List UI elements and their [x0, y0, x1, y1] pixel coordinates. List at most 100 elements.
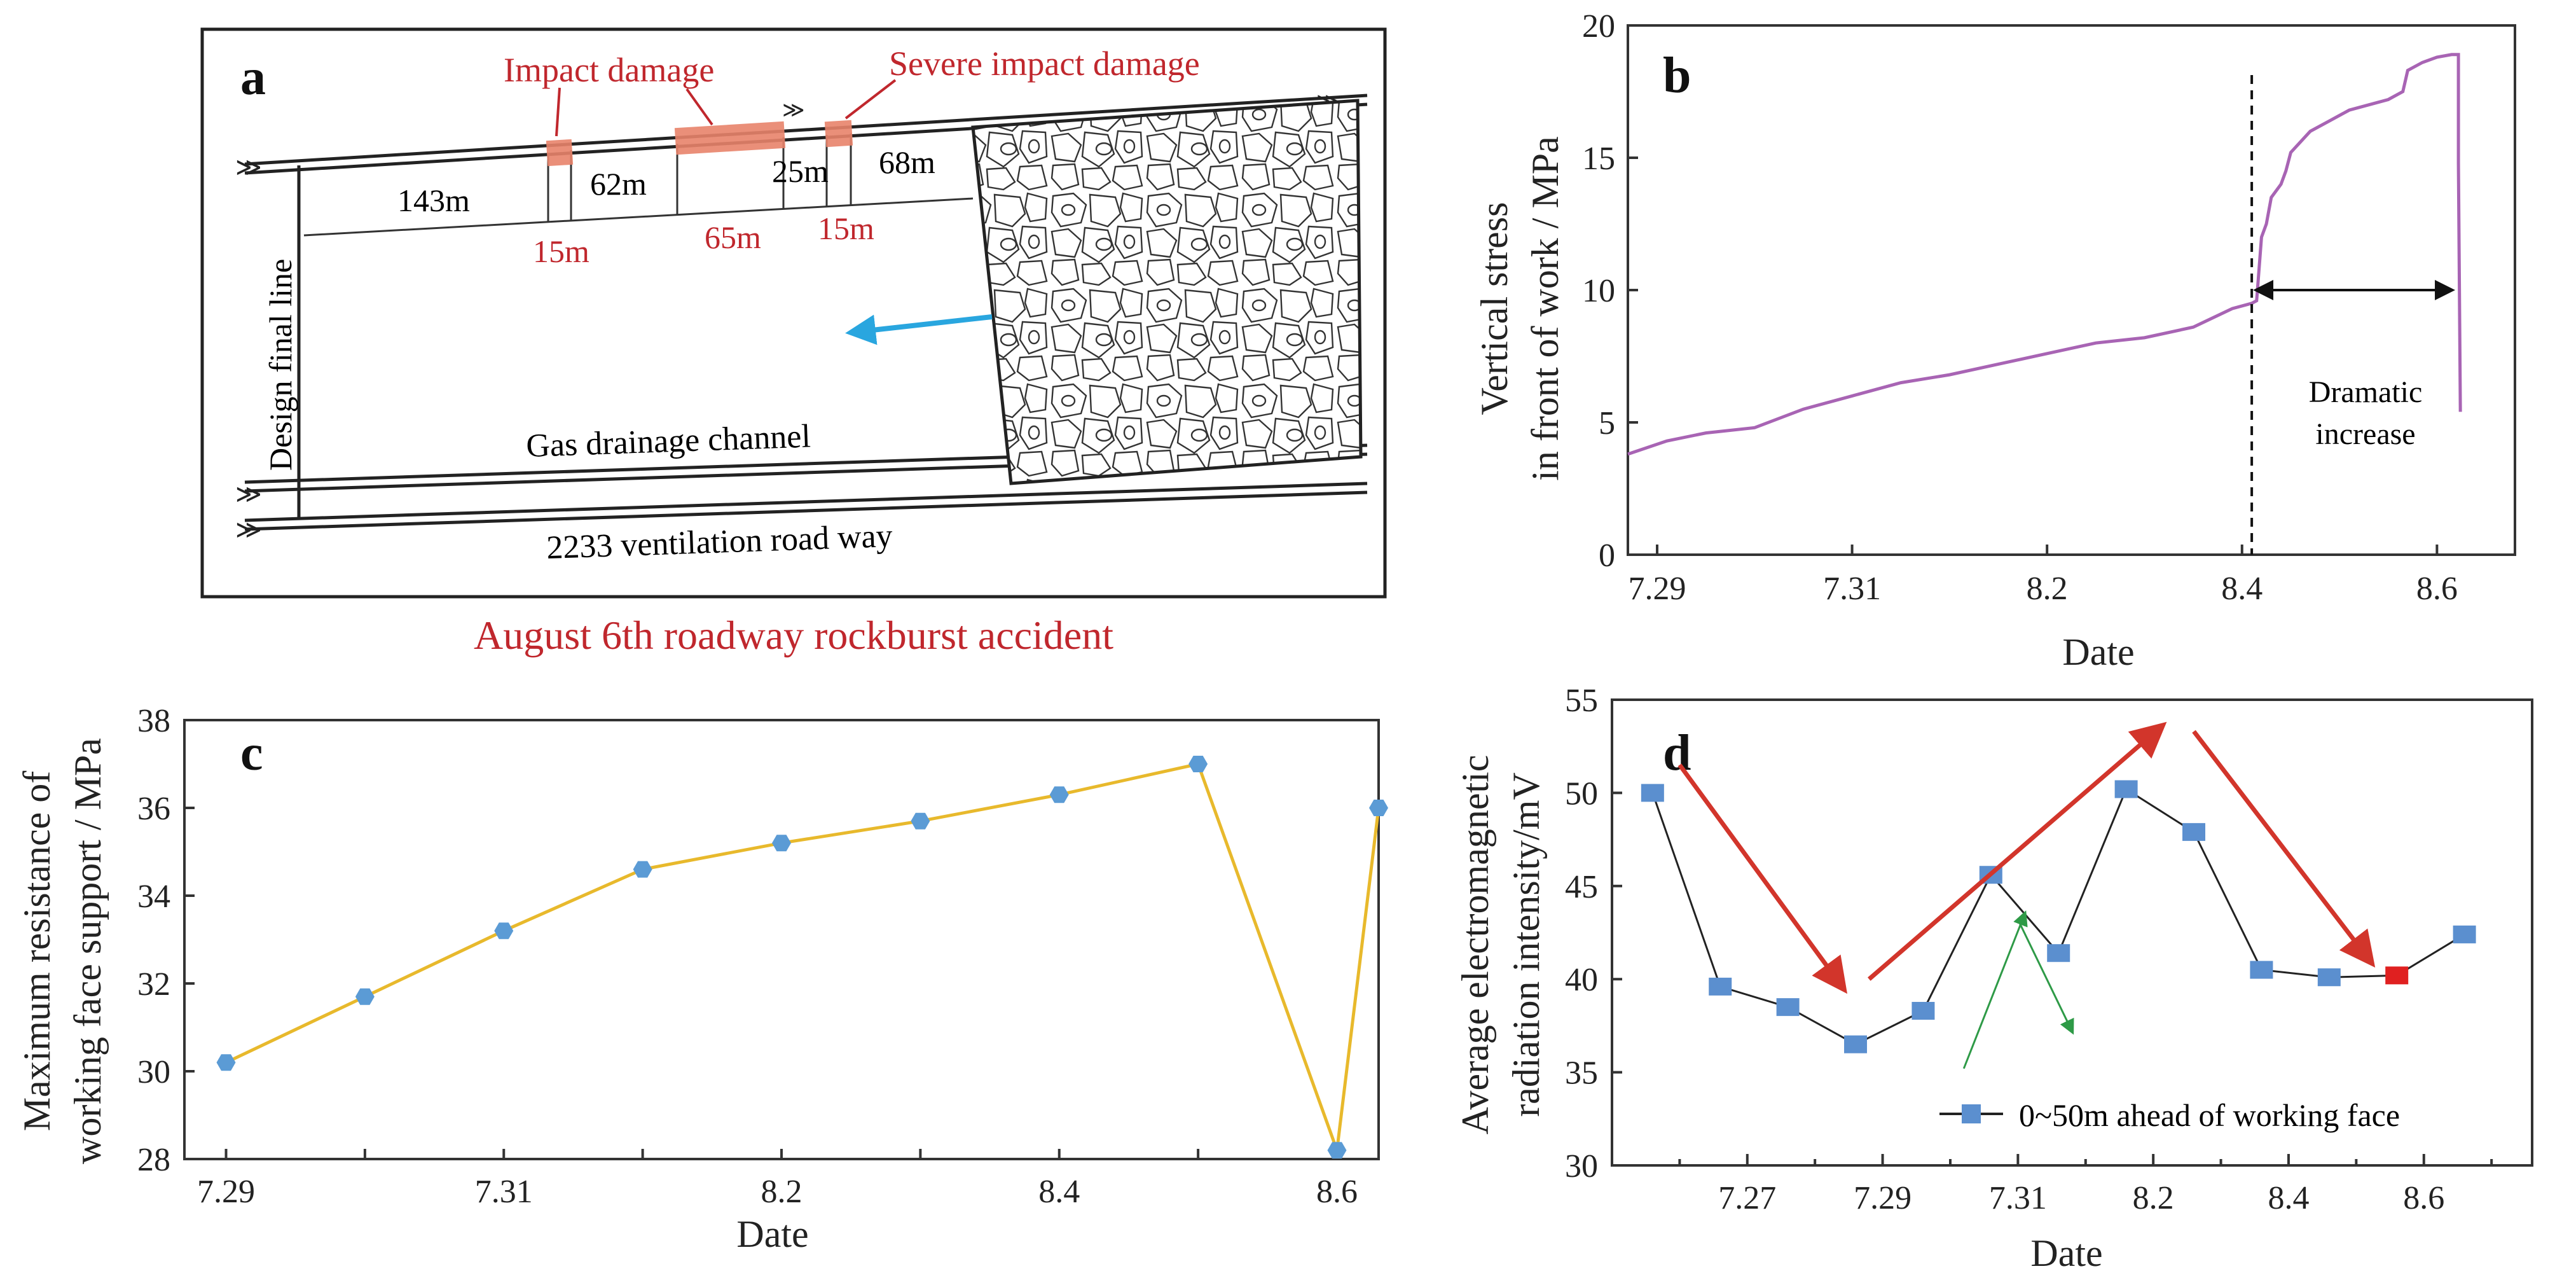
annotation-box — [2286, 368, 2442, 462]
panel-a-frame — [200, 27, 1387, 599]
x-tick-label: 7.29 — [1628, 571, 1686, 607]
resistance-point — [1049, 786, 1069, 803]
em-series-line — [1651, 788, 2465, 1046]
panel-a-caption: August 6th roadway rockburst accident — [474, 613, 1113, 658]
impact-damage-label: Impact damage — [504, 51, 714, 89]
chart-b: b Vertical stress in front of work / MPa… — [1473, 8, 2516, 673]
x-tick-label: 8.4 — [2221, 571, 2263, 607]
chart-c-xlabel: Date — [736, 1213, 808, 1255]
ventilation-line-2 — [244, 490, 1368, 531]
chart-b-plot-area: 0 5 10 15 20 7.29 7.31 8.2 8.4 8.6 — [1582, 8, 2516, 607]
resistance-point — [1369, 800, 1388, 816]
chart-c-ylabel-2: working face support / MPa — [67, 738, 109, 1164]
chart-c-frame — [183, 719, 1380, 1160]
x-tick-label: 8.2 — [2133, 1180, 2174, 1216]
em-point — [1844, 1035, 1868, 1053]
seg-label-62: 62m — [590, 166, 647, 202]
x-tick-label: 7.29 — [197, 1174, 255, 1210]
damage-zone-3 — [824, 120, 853, 148]
advance-direction-arrow — [845, 314, 993, 345]
y-tick-label: 35 — [1565, 1055, 1598, 1092]
seg-label-143: 143m — [397, 183, 470, 218]
damage-zone-2 — [674, 121, 786, 155]
y-tick-label: 40 — [1565, 962, 1598, 998]
annotation-text-2: increase — [2315, 417, 2415, 451]
resistance-point — [911, 812, 930, 830]
resistance-point — [1188, 756, 1208, 772]
legend-marker — [1962, 1104, 1981, 1123]
legend-label: 0~50m ahead of working face — [2019, 1097, 2400, 1133]
chart-c-plot-area: 28 30 32 34 36 38 7.29 7.31 8.2 8.4 8.6 — [137, 703, 1388, 1210]
resistance-series-line — [225, 762, 1381, 1151]
em-point — [1776, 998, 1800, 1017]
seg-label-25: 25m — [772, 153, 829, 189]
seg-label-15b: 15m — [818, 211, 874, 246]
x-tick-label: 7.29 — [1854, 1180, 1911, 1216]
resistance-point — [355, 988, 375, 1005]
em-point — [2047, 944, 2070, 962]
y-tick-label: 36 — [137, 791, 170, 827]
y-tick-label: 0 — [1599, 538, 1615, 574]
chart-d-ylabel-1: Average electromagnetic — [1454, 755, 1496, 1135]
chart-d-legend: 0~50m ahead of working face — [1939, 1097, 2400, 1133]
y-tick-label: 10 — [1582, 273, 1615, 309]
em-point-highlight — [2385, 966, 2409, 985]
y-tick-label: 38 — [137, 703, 170, 739]
em-point — [1911, 1001, 1935, 1020]
dimension-line — [303, 197, 974, 237]
x-tick-label: 8.6 — [2403, 1180, 2444, 1216]
resistance-point — [216, 1054, 236, 1071]
em-point — [2250, 961, 2273, 979]
trend-arrow-up — [1868, 721, 2167, 981]
x-tick-label: 8.2 — [2027, 571, 2068, 607]
impact-damage-arrow-2 — [685, 88, 713, 126]
y-tick-label: 30 — [137, 1054, 170, 1090]
panel-b-letter: b — [1663, 48, 1691, 104]
resistance-point — [633, 861, 652, 878]
impact-damage-arrow-1 — [555, 87, 561, 137]
severe-impact-damage-label: Severe impact damage — [889, 45, 1200, 83]
em-point — [1641, 784, 1664, 802]
design-final-line-label: Design final line — [263, 259, 298, 471]
em-point — [2114, 780, 2138, 798]
chart-b-ylabel-1: Vertical stress — [1473, 202, 1515, 415]
seg-label-15a: 15m — [533, 233, 589, 269]
x-tick-label: 8.4 — [2268, 1180, 2309, 1216]
chart-d-xlabel: Date — [2030, 1232, 2102, 1274]
annotation-text-1: Dramatic — [2309, 375, 2423, 409]
resistance-point — [1327, 1142, 1347, 1159]
break-mark-1: ≫ — [235, 153, 262, 181]
minor-arrow-up — [1962, 910, 2028, 1069]
chart-d-frame — [1611, 698, 2533, 1167]
x-tick-label: 7.31 — [475, 1174, 533, 1210]
chart-b-ylabel-2: in front of work / MPa — [1524, 136, 1566, 481]
em-point — [1709, 977, 1732, 996]
x-tick-label: 8.6 — [1316, 1174, 1358, 1210]
y-tick-label: 15 — [1582, 141, 1615, 177]
y-tick-label: 55 — [1565, 683, 1598, 719]
gas-drainage-channel-label: Gas drainage channel — [525, 418, 811, 464]
panel-c-letter: c — [240, 725, 263, 781]
upper-roadway-line-1 — [244, 94, 1368, 166]
x-tick-label: 8.4 — [1038, 1174, 1080, 1210]
y-tick-label: 45 — [1565, 869, 1598, 905]
goaf-rock-zone — [971, 99, 1363, 485]
chart-d-ylabel-2: radiation intensity/mV — [1505, 772, 1547, 1117]
y-tick-label: 50 — [1565, 775, 1598, 812]
x-tick-label: 7.27 — [1718, 1180, 1776, 1216]
x-tick-label: 7.31 — [1823, 571, 1881, 607]
break-mark-2: ≫ — [235, 480, 262, 508]
em-point — [2453, 925, 2476, 943]
chart-d-plot-area: 30 35 40 45 50 55 7.27 7.29 7.31 8.2 8.4 8.6 — [1565, 683, 2533, 1216]
ventilation-roadway-label: 2233 ventilation road way — [546, 518, 893, 566]
break-mark-4: ≫ — [782, 99, 805, 122]
trend-arrow-down-1 — [1677, 763, 1848, 994]
trend-arrow-down-2 — [2192, 730, 2376, 968]
panel-a-letter: a — [240, 50, 266, 106]
y-tick-label: 28 — [137, 1142, 170, 1178]
seg-label-65: 65m — [705, 219, 761, 255]
chart-b-xlabel: Date — [2062, 631, 2134, 673]
y-tick-label: 34 — [137, 879, 170, 915]
em-point — [2317, 968, 2341, 987]
